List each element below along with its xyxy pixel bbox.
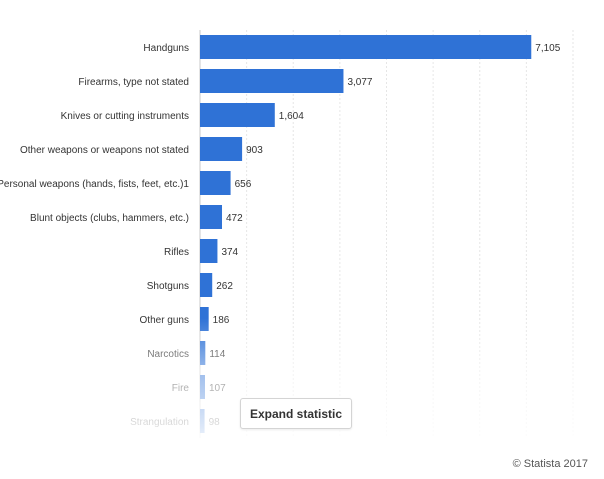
value-label: 114 (209, 349, 225, 360)
bar (200, 341, 206, 365)
value-label: 472 (226, 213, 243, 224)
category-label: Narcotics (147, 349, 189, 360)
category-label: Strangulation (130, 417, 189, 428)
bar (200, 273, 213, 297)
category-label: Knives or cutting instruments (61, 111, 189, 122)
bar (200, 69, 344, 93)
bar (200, 375, 205, 399)
value-label: 98 (209, 417, 221, 428)
category-label: Other guns (140, 315, 189, 326)
category-label: Other weapons or weapons not stated (20, 145, 189, 156)
value-label: 3,077 (347, 77, 372, 88)
value-label: 7,105 (535, 43, 560, 54)
category-label: Rifles (164, 247, 189, 258)
category-label: Personal weapons (hands, fists, feet, et… (0, 179, 189, 190)
category-label: Firearms, type not stated (78, 77, 189, 88)
category-label: Fire (172, 383, 190, 394)
bar (200, 409, 205, 433)
category-label: Handguns (143, 43, 189, 54)
value-label: 374 (221, 247, 238, 258)
expand-statistic-button[interactable]: Expand statistic (240, 398, 352, 429)
statista-credit: © Statista 2017 (512, 458, 588, 470)
bar (200, 137, 243, 161)
value-label: 1,604 (279, 111, 304, 122)
bar (200, 103, 275, 127)
value-label: 262 (216, 281, 233, 292)
bar (200, 205, 223, 229)
category-label: Blunt objects (clubs, hammers, etc.) (30, 213, 189, 224)
value-label: 107 (209, 383, 226, 394)
value-label: 186 (213, 315, 230, 326)
value-label: 656 (235, 179, 252, 190)
bar (200, 307, 209, 331)
category-label: Shotguns (147, 281, 189, 292)
bar (200, 171, 231, 195)
bar (200, 35, 532, 59)
bar (200, 239, 218, 263)
value-label: 903 (246, 145, 263, 156)
